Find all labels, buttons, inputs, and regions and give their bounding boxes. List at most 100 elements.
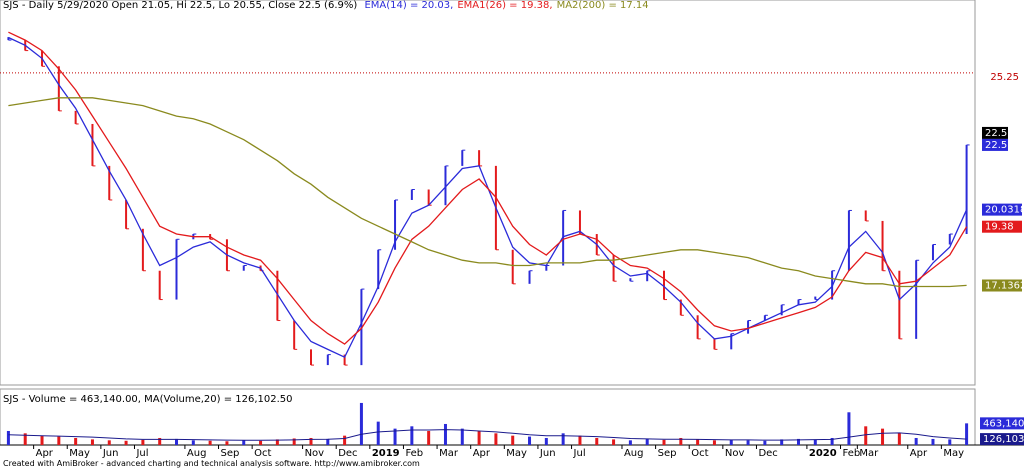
- value-label: 126,103: [983, 434, 1024, 445]
- chart-title: SJS - Daily 5/29/2020 Open 21.05, Hi 22.…: [3, 0, 358, 11]
- x-tick-label: Mar: [439, 448, 459, 459]
- volume-bar: [242, 440, 246, 445]
- x-tick-label: Aug: [187, 448, 207, 459]
- x-tick-label: Mar: [859, 448, 879, 459]
- legend-entry: MA2(200) = 17.14: [556, 0, 649, 11]
- value-label: 19.38: [985, 222, 1014, 233]
- volume-bar: [612, 439, 616, 445]
- x-tick-label: Jul: [135, 448, 148, 459]
- x-tick-label: Apr: [910, 448, 928, 459]
- volume-bar: [225, 441, 229, 445]
- volume-bar: [729, 439, 733, 445]
- volume-bar: [427, 430, 431, 445]
- volume-bar: [259, 440, 263, 445]
- volume-bar: [628, 440, 632, 445]
- x-tick-label: Nov: [725, 448, 745, 459]
- volume-bar: [40, 435, 44, 445]
- volume-bar: [595, 437, 599, 445]
- x-tick-label: Jun: [539, 448, 556, 459]
- volume-bar: [914, 437, 918, 445]
- legend-entry: EMA(14) = 20.03,: [364, 0, 454, 11]
- volume-bar: [561, 433, 565, 445]
- volume-bar: [645, 438, 649, 445]
- volume-bar: [477, 430, 481, 445]
- value-box: [980, 433, 1024, 446]
- value-label: 17.1362: [985, 281, 1024, 292]
- volume-bar: [511, 435, 515, 445]
- volume-bar: [948, 439, 952, 445]
- volume-bar: [544, 437, 548, 445]
- x-tick-label: Feb: [843, 448, 861, 459]
- volume-bar: [107, 440, 111, 445]
- volume-bar: [578, 435, 582, 445]
- volume-bar: [443, 423, 447, 445]
- x-tick-label: 2019: [372, 448, 400, 459]
- volume-bar: [74, 437, 78, 445]
- x-tick-label: Sep: [221, 448, 240, 459]
- volume-bar: [796, 438, 800, 445]
- level-label: 25.25: [990, 72, 1019, 83]
- value-box: [982, 126, 1008, 139]
- volume-bar: [23, 433, 27, 445]
- volume-bar: [847, 412, 851, 445]
- price-header: SJS - Daily 5/29/2020 Open 21.05, Hi 22.…: [3, 0, 653, 12]
- volume-bar: [965, 423, 969, 445]
- value-box: [982, 138, 1008, 151]
- volume-bar: [763, 440, 767, 445]
- indicator-line: [8, 97, 967, 288]
- x-tick-label: Nov: [305, 448, 325, 459]
- value-box: [982, 279, 1022, 292]
- x-tick-label: Dec: [338, 448, 357, 459]
- volume-bar: [141, 439, 145, 445]
- value-label: 20.0318: [985, 205, 1024, 216]
- volume-bar: [813, 439, 817, 445]
- x-tick-label: Oct: [691, 448, 708, 459]
- volume-ma-line: [8, 429, 967, 441]
- volume-bar: [494, 433, 498, 445]
- value-label: 22.5: [985, 140, 1007, 151]
- volume-bar: [343, 435, 347, 445]
- x-tick-label: May: [69, 448, 90, 459]
- volume-bar: [662, 439, 666, 445]
- volume-bar: [696, 439, 700, 445]
- volume-bar: [410, 426, 414, 445]
- volume-bar: [830, 437, 834, 445]
- volume-bar: [57, 436, 61, 445]
- volume-bar: [931, 438, 935, 445]
- x-tick-label: Sep: [658, 448, 677, 459]
- x-tick-label: Apr: [473, 448, 491, 459]
- x-tick-label: 2020: [809, 448, 837, 459]
- x-tick-label: Jun: [102, 448, 119, 459]
- volume-bar: [191, 440, 195, 445]
- volume-bar: [275, 439, 279, 445]
- x-tick-label: Aug: [624, 448, 644, 459]
- volume-bar: [897, 433, 901, 445]
- indicator-line: [8, 36, 968, 359]
- volume-bar: [326, 438, 330, 445]
- value-box: [982, 220, 1022, 233]
- x-tick-label: Apr: [36, 448, 54, 459]
- volume-bar: [208, 440, 212, 445]
- volume-bar: [158, 437, 162, 445]
- volume-bar: [292, 438, 296, 445]
- volume-bar: [712, 440, 716, 445]
- volume-bar: [679, 437, 683, 445]
- x-tick-label: May: [506, 448, 527, 459]
- volume-bar: [460, 428, 464, 445]
- indicator-line: [8, 31, 968, 345]
- volume-bar: [90, 439, 94, 445]
- x-tick-label: Feb: [405, 448, 423, 459]
- value-label: 22.5: [985, 128, 1007, 139]
- x-tick-label: Oct: [254, 448, 271, 459]
- volume-bar: [6, 430, 10, 445]
- x-tick-label: Dec: [758, 448, 777, 459]
- volume-bar: [309, 437, 313, 445]
- volume-bar: [175, 438, 179, 445]
- value-box: [982, 203, 1022, 216]
- volume-bar: [124, 440, 128, 445]
- volume-bar: [864, 426, 868, 445]
- volume-bar: [881, 428, 885, 445]
- volume-bar: [746, 440, 750, 445]
